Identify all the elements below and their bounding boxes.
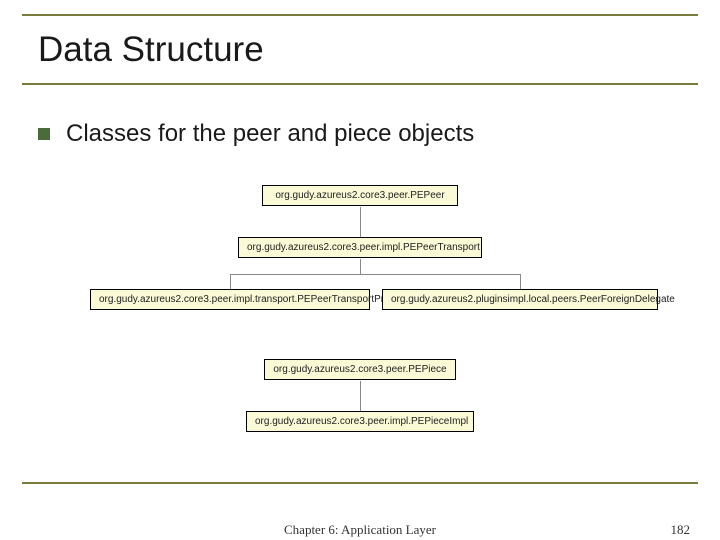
diagram-node: org.gudy.azureus2.core3.peer.impl.PEPeer… <box>238 237 482 258</box>
bullet-text: Classes for the peer and piece objects <box>66 120 474 148</box>
diagram-node: org.gudy.azureus2.core3.peer.PEPeer <box>262 185 458 206</box>
diagram-edge <box>360 259 361 274</box>
diagram-node: org.gudy.azureus2.core3.peer.impl.PEPiec… <box>246 411 474 432</box>
diagram-edge <box>360 222 361 237</box>
diagram-edge <box>360 381 361 396</box>
diagram-node: org.gudy.azureus2.core3.peer.PEPiece <box>264 359 456 380</box>
diagram-edge <box>520 274 521 289</box>
diagram-edge <box>360 396 361 411</box>
diagram-edge <box>230 274 360 275</box>
diagram-edge <box>360 274 520 275</box>
footer-page-number: 182 <box>671 522 691 538</box>
bullet-item: Classes for the peer and piece objects <box>38 120 474 148</box>
diagram-edge <box>230 274 231 289</box>
diagram-node: org.gudy.azureus2.core3.peer.impl.transp… <box>90 289 370 310</box>
slide-title: Data Structure <box>38 30 264 70</box>
square-bullet-icon <box>38 128 50 140</box>
title-underline <box>22 83 698 85</box>
footer-chapter: Chapter 6: Application Layer <box>284 522 436 538</box>
diagram-edge <box>360 207 361 222</box>
diagram-node: org.gudy.azureus2.pluginsimpl.local.peer… <box>382 289 658 310</box>
class-hierarchy-diagram: org.gudy.azureus2.core3.peer.PEPeer org.g… <box>22 175 698 475</box>
